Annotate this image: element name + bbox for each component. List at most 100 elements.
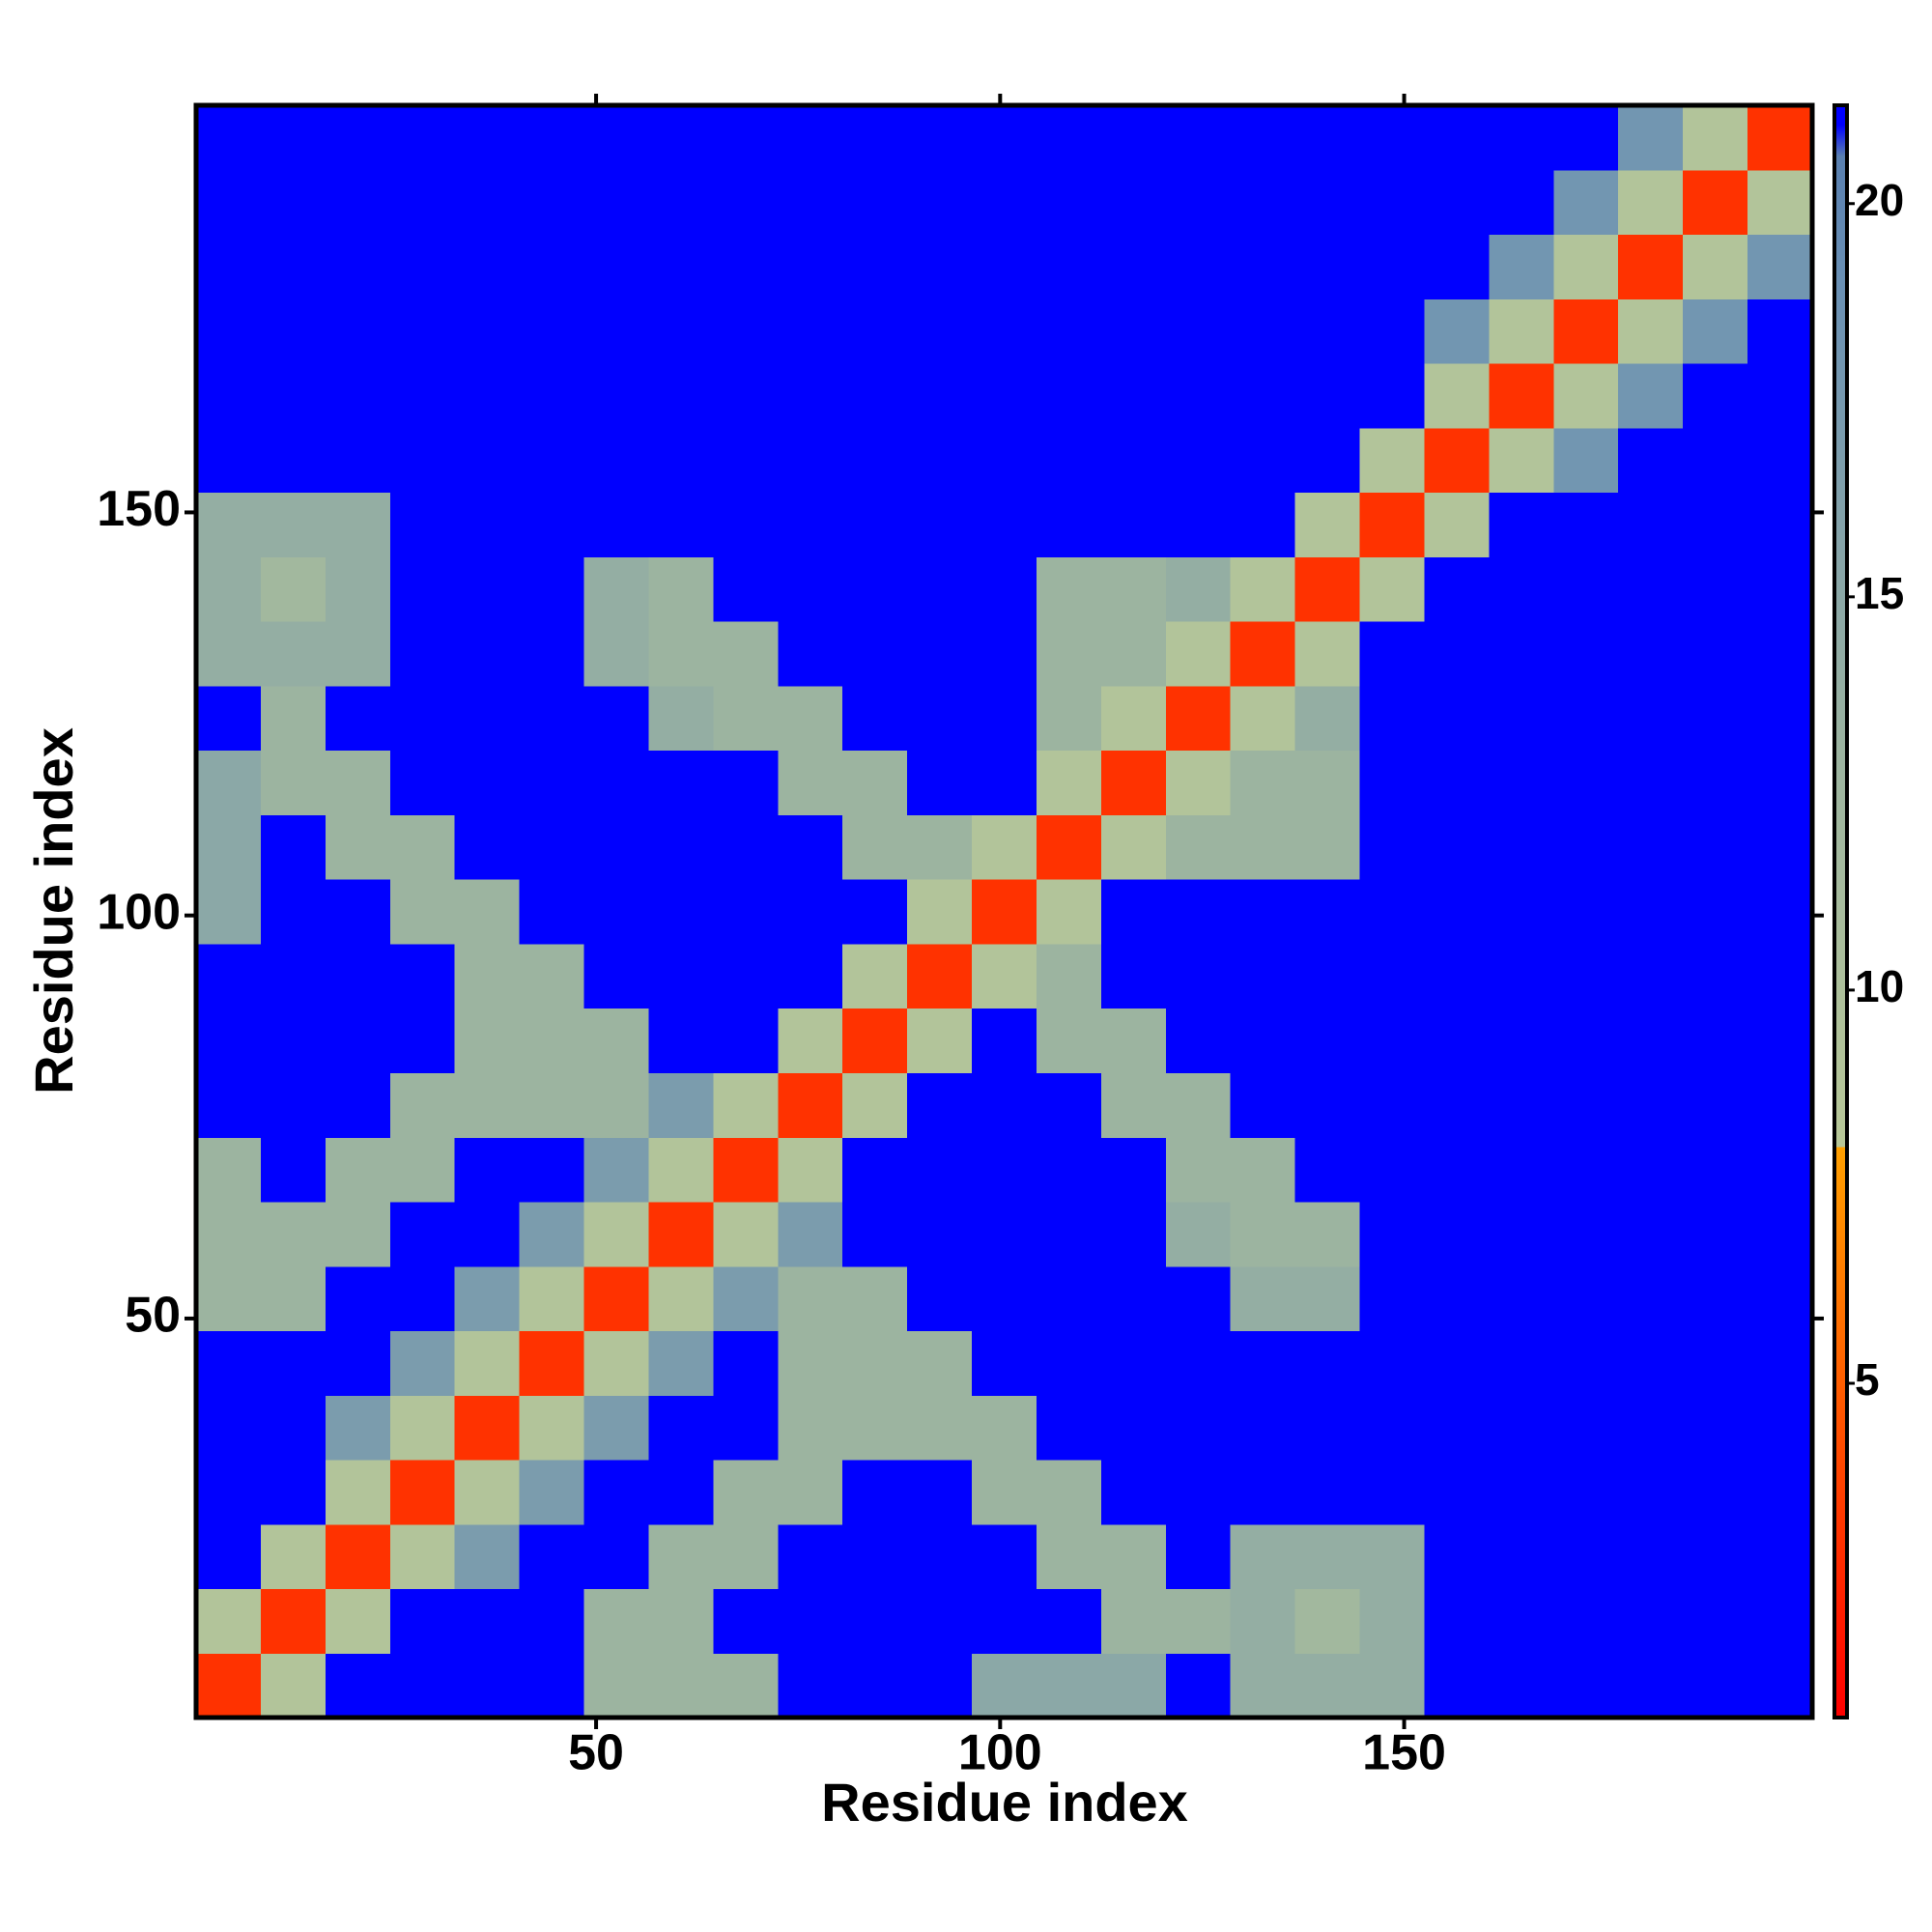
heatmap-cell <box>260 1072 327 1138</box>
heatmap-cell <box>713 363 779 429</box>
heatmap-cell <box>1036 685 1102 752</box>
heatmap-cell <box>1036 943 1102 1009</box>
heatmap-cell <box>907 1330 973 1396</box>
heatmap-cell <box>454 879 521 945</box>
heatmap-cell <box>519 169 585 236</box>
heatmap-cell <box>196 169 262 236</box>
heatmap-cell <box>778 1137 843 1203</box>
heatmap-cell <box>1165 492 1232 557</box>
heatmap-cell <box>1618 556 1684 622</box>
heatmap-cell <box>778 1459 843 1525</box>
heatmap-cell <box>1553 1523 1619 1590</box>
heatmap-cell <box>1683 298 1748 364</box>
heatmap-cell <box>1424 1265 1490 1332</box>
heatmap-cell <box>1100 105 1167 171</box>
heatmap-cell <box>583 427 650 494</box>
heatmap-cell <box>1747 879 1813 945</box>
heatmap-cell <box>842 1330 908 1396</box>
heatmap-cell <box>907 1201 973 1267</box>
heatmap-cell <box>196 234 262 299</box>
heatmap-cell <box>1359 363 1426 429</box>
heatmap-cell <box>1100 298 1167 364</box>
heatmap-cell <box>260 750 327 815</box>
heatmap-cell <box>972 1588 1037 1654</box>
heatmap-cell <box>389 1072 456 1138</box>
heatmap-cell <box>454 1588 521 1654</box>
heatmap-cell <box>842 298 908 364</box>
heatmap-cell <box>325 814 391 880</box>
heatmap-cell <box>1036 169 1102 236</box>
heatmap-cell <box>260 621 327 687</box>
heatmap-cell <box>325 1201 391 1267</box>
heatmap-cell <box>842 943 908 1009</box>
heatmap-cell <box>260 363 327 429</box>
heatmap-cell <box>972 1072 1037 1138</box>
heatmap-cell <box>325 1072 391 1138</box>
heatmap-cell <box>260 685 327 752</box>
heatmap-cell <box>583 1330 650 1396</box>
heatmap-cell <box>1747 105 1813 171</box>
heatmap-cell <box>713 1072 779 1138</box>
heatmap-cell <box>1036 427 1102 494</box>
heatmap-cell <box>1165 943 1232 1009</box>
heatmap-cell <box>1165 363 1232 429</box>
heatmap-cell <box>648 1523 714 1590</box>
heatmap-cell <box>389 1330 456 1396</box>
heatmap-cell <box>1553 1265 1619 1332</box>
heatmap-cell <box>1100 1201 1167 1267</box>
heatmap-cell <box>1618 1008 1684 1073</box>
heatmap-cell <box>713 879 779 945</box>
heatmap-cell <box>648 1201 714 1267</box>
heatmap-cell <box>196 1653 262 1719</box>
heatmap-cell <box>1165 814 1232 880</box>
heatmap-cell <box>583 1653 650 1719</box>
colorbar-tick-label: 5 <box>1855 1354 1880 1405</box>
heatmap-cell <box>1618 105 1684 171</box>
heatmap-cell <box>972 943 1037 1009</box>
heatmap-cell <box>907 1137 973 1203</box>
heatmap-cell <box>1165 1137 1232 1203</box>
heatmap-cell <box>1553 427 1619 494</box>
heatmap-cell <box>1553 685 1619 752</box>
heatmap-cell <box>1230 943 1296 1009</box>
heatmap-cell <box>1100 169 1167 236</box>
heatmap-cell <box>1100 1072 1167 1138</box>
heatmap-cell <box>1359 298 1426 364</box>
heatmap-cell <box>972 492 1037 557</box>
heatmap-cell <box>1294 1072 1361 1138</box>
heatmap-cell <box>1618 1459 1684 1525</box>
heatmap-cell <box>1553 1330 1619 1396</box>
heatmap-cell <box>389 234 456 299</box>
heatmap-cell <box>389 1395 456 1461</box>
heatmap-cell <box>1165 1008 1232 1073</box>
heatmap-cell <box>1489 427 1554 494</box>
heatmap-cell <box>713 1330 779 1396</box>
heatmap-cell <box>842 363 908 429</box>
heatmap-cell <box>1100 621 1167 687</box>
heatmap-cell <box>519 814 585 880</box>
heatmap-cell <box>1036 1330 1102 1396</box>
heatmap-cell <box>1036 879 1102 945</box>
heatmap-cell <box>454 1523 521 1590</box>
heatmap-cell <box>260 492 327 557</box>
heatmap-cell <box>1165 105 1232 171</box>
heatmap-cell <box>907 814 973 880</box>
heatmap-cell <box>325 1265 391 1332</box>
heatmap-cell <box>1618 492 1684 557</box>
heatmap-cell <box>583 234 650 299</box>
heatmap-cell <box>1747 943 1813 1009</box>
heatmap-cell <box>1294 1653 1361 1719</box>
heatmap-cell <box>1036 1201 1102 1267</box>
heatmap-cell <box>1683 685 1748 752</box>
heatmap-cell <box>196 1137 262 1203</box>
heatmap-cell <box>1489 1653 1554 1719</box>
heatmap-cell <box>454 814 521 880</box>
x-tick-label: 100 <box>958 1725 1042 1781</box>
heatmap-cell <box>1683 169 1748 236</box>
heatmap-cell <box>389 1588 456 1654</box>
heatmap-cell <box>972 105 1037 171</box>
heatmap-cell <box>972 1201 1037 1267</box>
heatmap-cell <box>519 1588 585 1654</box>
heatmap-cell <box>842 1588 908 1654</box>
heatmap-cell <box>583 1008 650 1073</box>
